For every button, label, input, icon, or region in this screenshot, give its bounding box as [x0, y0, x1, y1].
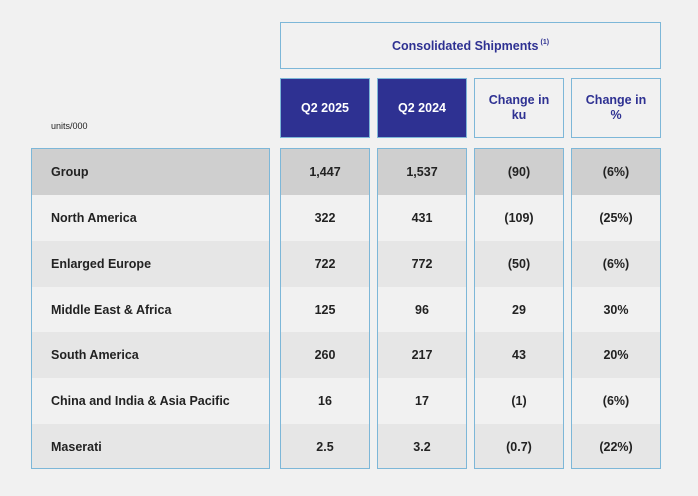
table-cell: 2.5 — [281, 424, 369, 468]
column-change-pct: (6%) (25%) (6%) 30% 20% (6%) (22%) — [571, 148, 661, 469]
table-cell: (6%) — [572, 378, 660, 425]
table-cell: (0.7) — [475, 424, 563, 468]
row-label-south-america: South America — [32, 332, 269, 379]
column-change-ku: (90) (109) (50) 29 43 (1) (0.7) — [474, 148, 564, 469]
table-cell: (90) — [475, 149, 563, 195]
table-title: Consolidated Shipments — [391, 38, 539, 53]
table-cell: 29 — [475, 286, 563, 333]
table-cell: (6%) — [572, 240, 660, 287]
column-header-change-pct: Change in % — [571, 78, 661, 138]
units-label: units/000 — [51, 121, 88, 131]
row-label-maserati: Maserati — [32, 424, 269, 468]
table-cell: 322 — [281, 194, 369, 241]
table-cell: 722 — [281, 240, 369, 287]
table-cell: 43 — [475, 332, 563, 379]
column-header-q2-2024: Q2 2024 — [377, 78, 467, 138]
table-cell: 1,537 — [378, 149, 466, 195]
table-cell: 30% — [572, 286, 660, 333]
table-cell: 17 — [378, 378, 466, 425]
column-q2-2024: 1,537 431 772 96 217 17 3.2 — [377, 148, 467, 469]
column-header-change-ku: Change in ku — [474, 78, 564, 138]
table-cell: (50) — [475, 240, 563, 287]
table-cell: 20% — [572, 332, 660, 379]
table-cell: (25%) — [572, 194, 660, 241]
table-cell: (109) — [475, 194, 563, 241]
table-cell: 96 — [378, 286, 466, 333]
table-cell: (1) — [475, 378, 563, 425]
column-header-q2-2025: Q2 2025 — [280, 78, 370, 138]
table-cell: 217 — [378, 332, 466, 379]
row-labels-column: Group North America Enlarged Europe Midd… — [31, 148, 270, 469]
footnote-marker: (1) — [540, 39, 550, 46]
table-cell: 3.2 — [378, 424, 466, 468]
table-cell: (6%) — [572, 149, 660, 195]
row-label-enlarged-europe: Enlarged Europe — [32, 240, 269, 287]
row-label-china-india-apac: China and India & Asia Pacific — [32, 378, 269, 425]
table-cell: 125 — [281, 286, 369, 333]
table-cell: (22%) — [572, 424, 660, 468]
table-group-header: Consolidated Shipments (1) — [280, 22, 661, 69]
row-label-north-america: North America — [32, 194, 269, 241]
table-cell: 431 — [378, 194, 466, 241]
table-cell: 772 — [378, 240, 466, 287]
column-q2-2025: 1,447 322 722 125 260 16 2.5 — [280, 148, 370, 469]
table-cell: 16 — [281, 378, 369, 425]
row-label-group: Group — [32, 149, 269, 195]
row-label-middle-east-africa: Middle East & Africa — [32, 286, 269, 333]
table-cell: 260 — [281, 332, 369, 379]
table-cell: 1,447 — [281, 149, 369, 195]
